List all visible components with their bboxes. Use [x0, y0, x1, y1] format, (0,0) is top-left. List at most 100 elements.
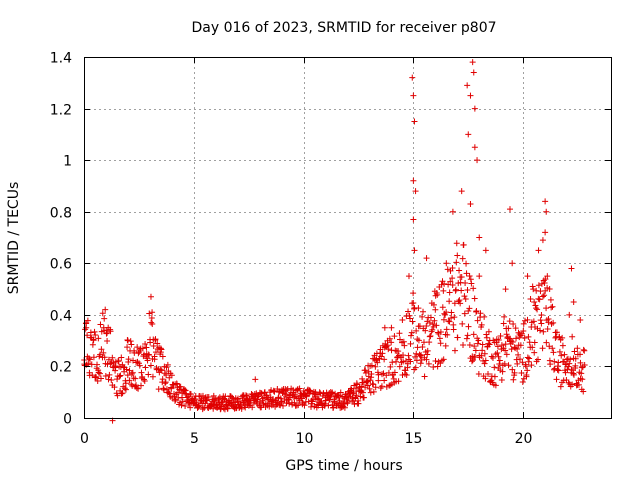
data-point	[448, 314, 455, 321]
data-point	[90, 337, 97, 344]
data-point	[413, 350, 420, 357]
data-point	[449, 264, 456, 271]
data-point	[534, 356, 541, 363]
data-point	[551, 358, 558, 365]
data-point	[556, 334, 563, 341]
data-point	[499, 368, 506, 375]
data-point	[481, 350, 488, 357]
data-point	[94, 377, 101, 384]
data-point	[391, 333, 398, 340]
data-point	[124, 337, 131, 344]
data-point	[385, 369, 392, 376]
data-point	[485, 340, 492, 347]
data-point	[368, 362, 375, 369]
data-point	[122, 386, 129, 393]
data-point	[568, 265, 575, 272]
data-point	[442, 342, 449, 349]
data-point	[432, 306, 439, 313]
data-point	[388, 324, 395, 331]
y-tick-label: 0.8	[50, 206, 72, 222]
data-point	[419, 313, 426, 320]
data-point	[520, 328, 527, 335]
data-point	[553, 329, 560, 336]
data-point	[141, 377, 148, 384]
data-point	[147, 293, 154, 300]
data-point	[492, 382, 499, 389]
data-point	[557, 383, 564, 390]
data-point	[523, 373, 530, 380]
data-point	[423, 255, 430, 262]
data-point	[527, 296, 534, 303]
data-point	[133, 384, 140, 391]
data-point	[138, 369, 145, 376]
data-point	[122, 380, 129, 387]
data-point	[471, 105, 478, 112]
data-point	[278, 398, 285, 405]
data-point	[337, 389, 344, 396]
data-point	[352, 385, 359, 392]
data-point	[349, 390, 356, 397]
data-point	[463, 270, 470, 277]
data-point	[436, 335, 443, 342]
data-point	[164, 361, 171, 368]
data-point	[483, 331, 490, 338]
data-point	[565, 363, 572, 370]
data-point	[280, 402, 287, 409]
data-point	[369, 380, 376, 387]
data-point	[123, 366, 130, 373]
data-point	[439, 304, 446, 311]
data-point	[95, 369, 102, 376]
data-point	[544, 325, 551, 332]
data-point	[424, 318, 431, 325]
data-point	[145, 371, 152, 378]
data-point	[444, 331, 451, 338]
data-point	[344, 398, 351, 405]
data-point	[496, 357, 503, 364]
data-point	[422, 327, 429, 334]
axes: 0 5 10 15 20 0 0.2 0.4 0.6 0.8 1 1.2 1.4	[50, 51, 611, 447]
y-tick-label: 1	[63, 154, 72, 170]
data-point	[416, 323, 423, 330]
data-point	[132, 375, 139, 382]
data-point	[506, 206, 513, 213]
data-point	[561, 351, 568, 358]
data-point	[547, 361, 554, 368]
data-point	[101, 315, 108, 322]
data-point	[535, 282, 542, 289]
data-point	[124, 337, 131, 344]
data-point	[372, 363, 379, 370]
data-point	[426, 319, 433, 326]
data-point	[148, 315, 155, 322]
data-point	[532, 302, 539, 309]
data-point	[104, 361, 111, 368]
data-point	[126, 367, 133, 374]
data-point	[470, 285, 477, 292]
data-point	[578, 370, 585, 377]
data-point	[440, 356, 447, 363]
data-point	[562, 369, 569, 376]
data-point	[355, 400, 362, 407]
data-point	[95, 335, 102, 342]
data-point	[448, 309, 455, 316]
data-point	[362, 370, 369, 377]
data-point	[412, 364, 419, 371]
data-point	[453, 286, 460, 293]
data-point	[411, 247, 418, 254]
data-point	[108, 377, 115, 384]
data-point	[495, 337, 502, 344]
y-tick-label: 1.2	[50, 103, 72, 119]
data-point	[111, 384, 118, 391]
data-point	[378, 353, 385, 360]
data-point	[261, 389, 268, 396]
data-point	[476, 273, 483, 280]
data-point	[528, 362, 535, 369]
data-point	[269, 395, 276, 402]
data-point	[408, 329, 415, 336]
data-point	[510, 321, 517, 328]
data-point	[146, 352, 153, 359]
data-point	[224, 405, 231, 412]
data-point	[569, 333, 576, 340]
data-point	[464, 82, 471, 89]
data-point	[457, 300, 464, 307]
